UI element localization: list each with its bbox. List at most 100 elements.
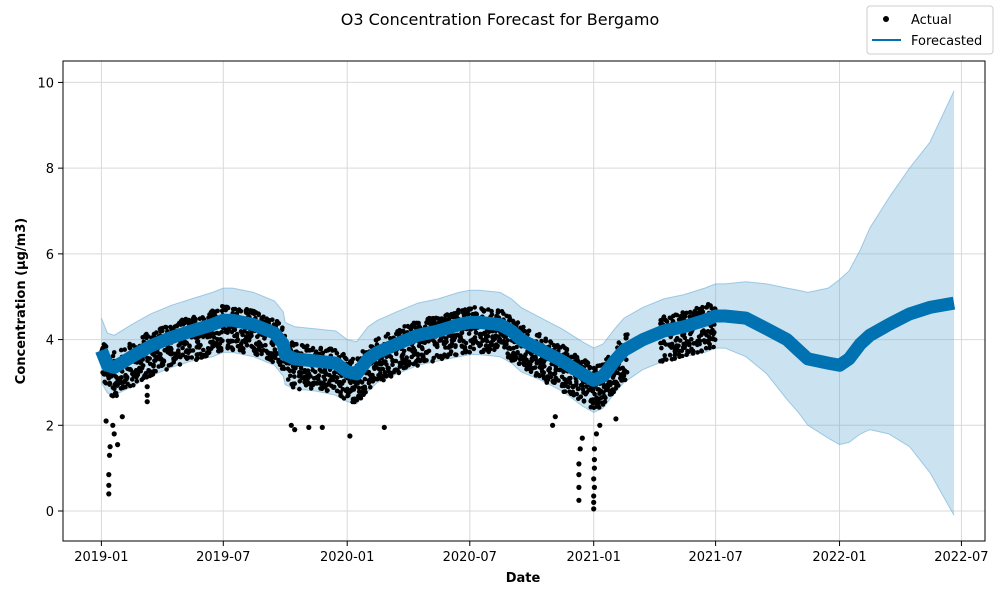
actual-point: [662, 353, 667, 358]
x-tick-label: 2021-01: [567, 550, 621, 565]
actual-point: [334, 351, 340, 356]
actual-point: [386, 365, 392, 371]
actual-point: [622, 377, 628, 383]
actual-point: [244, 334, 249, 340]
actual-point: [177, 362, 183, 367]
actual-point: [404, 355, 410, 360]
actual-point: [272, 347, 278, 352]
actual-point: [393, 358, 399, 364]
actual-point: [188, 319, 194, 324]
actual-point: [663, 342, 669, 347]
actual-point: [341, 396, 347, 401]
actual-point: [562, 389, 568, 394]
actual-point: [192, 317, 197, 323]
actual-point: [541, 364, 546, 369]
y-tick-label: 6: [46, 248, 54, 263]
actual-point: [472, 305, 478, 310]
actual-point: [552, 371, 558, 376]
actual-point: [689, 337, 694, 342]
actual-point: [292, 381, 298, 387]
actual-point: [541, 370, 547, 375]
actual-point: [190, 348, 196, 353]
actual-point: [310, 345, 316, 351]
actual-point: [456, 307, 461, 313]
actual-point: [118, 347, 124, 353]
actual-point: [674, 312, 680, 318]
uncertainty-band: [100, 90, 955, 516]
actual-point: [444, 339, 449, 345]
actual-point: [501, 311, 506, 316]
actual-outlier-point: [115, 442, 121, 448]
actual-point: [712, 337, 718, 343]
actual-point: [684, 310, 689, 316]
actual-point: [114, 393, 119, 399]
actual-outlier-point: [597, 422, 603, 428]
actual-point: [481, 347, 487, 353]
actual-point: [232, 327, 238, 333]
legend: Actual Forecasted: [866, 5, 994, 55]
actual-point: [119, 375, 124, 380]
actual-point: [507, 316, 513, 321]
actual-point: [489, 312, 495, 317]
actual-point: [543, 336, 548, 342]
actual-point: [331, 384, 337, 390]
actual-point: [420, 346, 425, 352]
actual-outlier-point: [591, 446, 598, 452]
actual-point: [472, 335, 478, 340]
actual-point: [390, 362, 395, 368]
actual-point: [290, 384, 296, 390]
actual-point: [168, 345, 173, 351]
actual-point: [489, 308, 494, 314]
y-tick-label: 4: [46, 334, 54, 349]
actual-point: [578, 394, 584, 400]
actual-point: [249, 330, 254, 335]
plot-frame: [62, 60, 986, 542]
actual-point: [308, 374, 313, 379]
actual-point: [378, 370, 383, 376]
actual-point: [147, 356, 152, 361]
actual-point: [514, 344, 519, 350]
actual-point: [587, 364, 593, 370]
actual-outlier-point: [591, 506, 597, 512]
actual-point: [308, 386, 314, 391]
actual-point: [164, 325, 169, 330]
actual-outlier-point: [576, 484, 582, 490]
actual-point: [103, 380, 109, 386]
actual-point: [359, 380, 365, 385]
actual-point: [381, 377, 386, 383]
actual-point: [521, 324, 526, 330]
actual-outlier-point: [613, 416, 619, 422]
actual-outlier-point: [110, 422, 116, 428]
actual-point: [244, 343, 250, 348]
actual-point: [350, 356, 356, 362]
actual-point: [415, 363, 420, 368]
actual-point: [680, 310, 685, 315]
actual-outlier-point: [306, 424, 312, 430]
actual-point: [515, 320, 521, 325]
y-tick-label: 10: [37, 76, 54, 91]
x-tick-label: 2020-01: [320, 550, 374, 565]
actual-point: [187, 343, 192, 349]
actual-point: [415, 353, 421, 358]
actual-point: [387, 354, 393, 359]
actual-point: [468, 344, 473, 350]
actual-point: [362, 376, 368, 382]
actual-point: [401, 348, 407, 354]
actual-point: [676, 343, 681, 349]
actual-point: [686, 349, 692, 355]
actual-point: [468, 307, 473, 312]
actual-point: [140, 363, 146, 368]
actual-point: [616, 383, 621, 388]
chart-title: O3 Concentration Forecast for Bergamo: [341, 10, 659, 29]
actual-point: [516, 361, 522, 367]
actual-point: [596, 405, 602, 410]
actual-point: [171, 360, 176, 365]
actual-point: [288, 373, 293, 379]
actual-point: [592, 391, 597, 397]
actual-point: [568, 375, 573, 381]
x-axis-title: Date: [506, 571, 541, 586]
actual-point: [567, 379, 573, 385]
actual-point: [344, 386, 350, 392]
actual-outlier-point: [591, 499, 597, 505]
